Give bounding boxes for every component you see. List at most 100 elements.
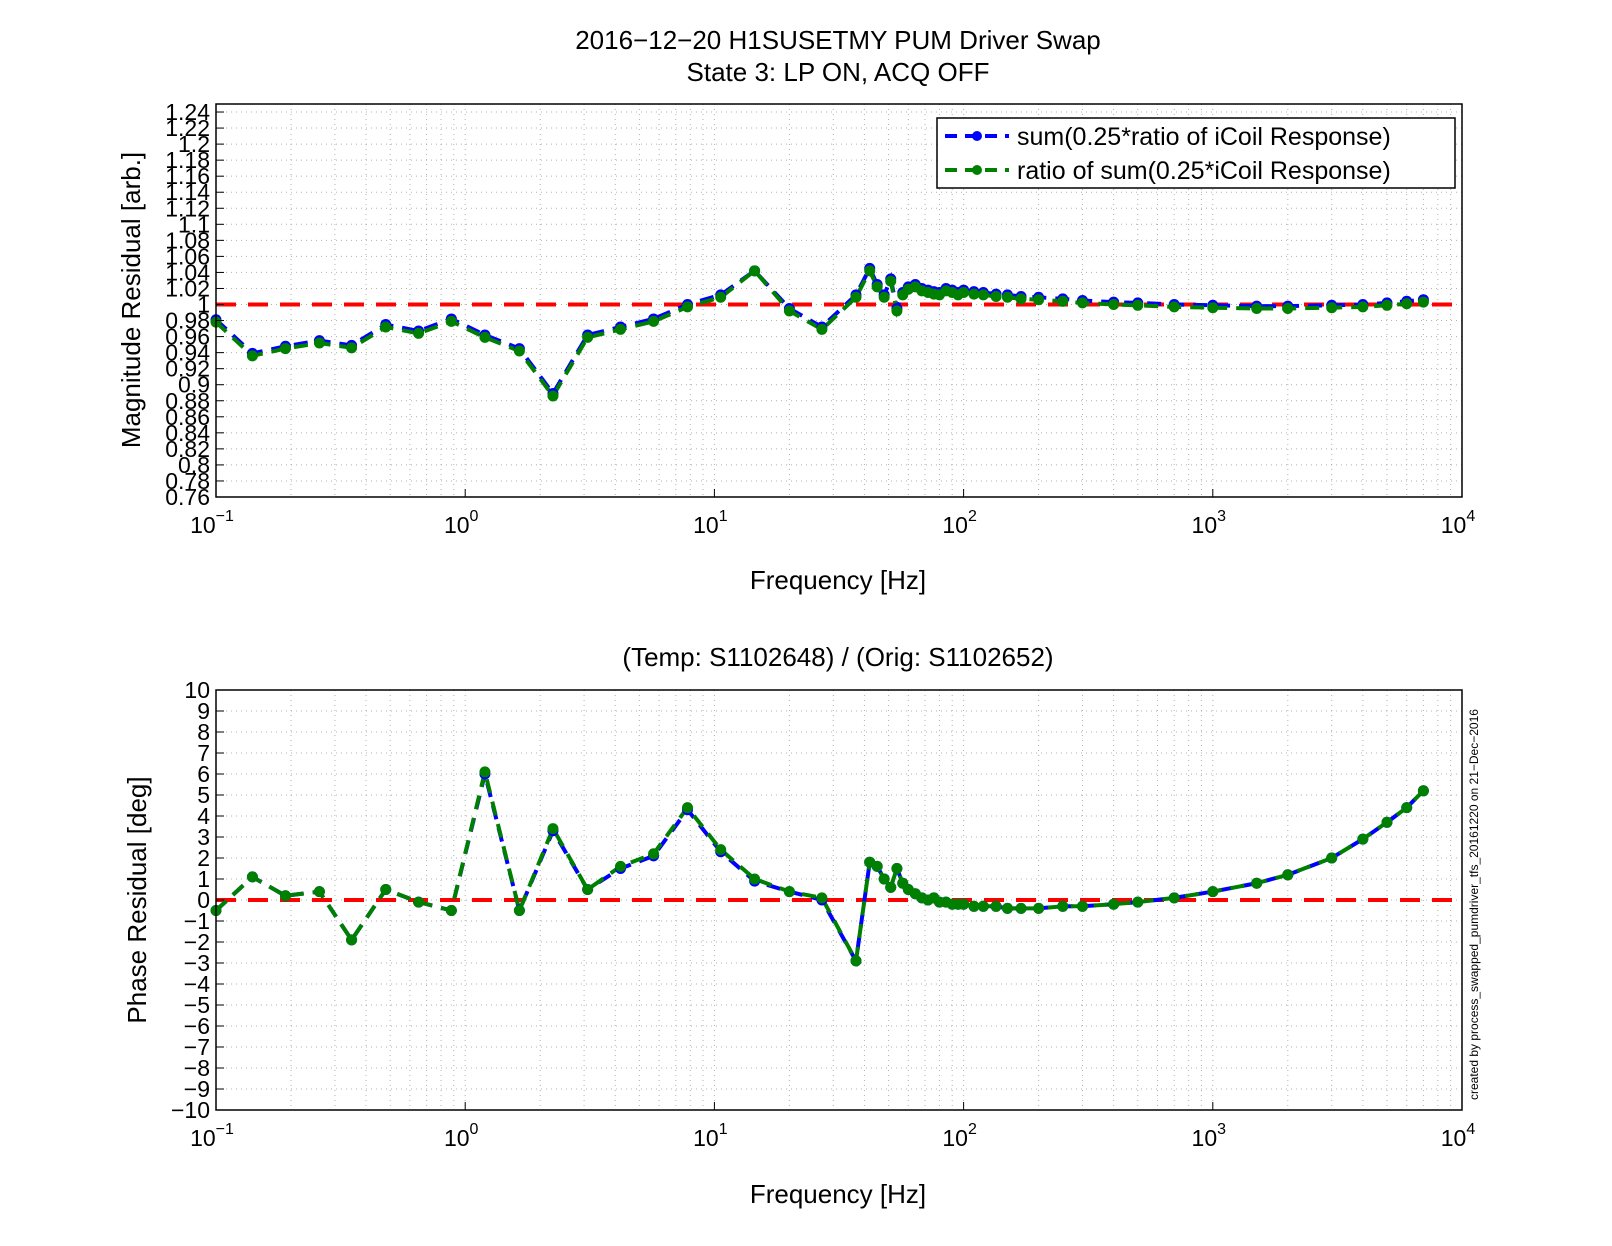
magnitude-ytick-label: 0.98 xyxy=(165,308,210,334)
phase-data-point xyxy=(891,863,903,874)
magnitude-ytick-label: 0.84 xyxy=(165,420,210,446)
phase-data-point xyxy=(1168,892,1180,904)
magnitude-ytick-label: 0.9 xyxy=(178,372,210,398)
magnitude-ytick-label: 0.78 xyxy=(165,468,210,494)
phase-ytick-label: 8 xyxy=(197,719,210,745)
magnitude-data-point xyxy=(850,291,862,303)
phase-data-point xyxy=(346,934,358,946)
magnitude-xtick-label: 10−1 xyxy=(190,508,234,538)
phase-ytick-label: 5 xyxy=(197,782,210,808)
phase-data-point xyxy=(615,860,627,872)
magnitude-data-point xyxy=(1015,293,1027,305)
phase-data-point xyxy=(1381,816,1393,828)
magnitude-data-point xyxy=(346,342,358,354)
phase-ylabel: Phase Residual [deg] xyxy=(122,776,152,1023)
phase-data-point xyxy=(648,848,660,860)
phase-data-point xyxy=(850,955,862,967)
magnitude-data-point xyxy=(1207,302,1219,314)
magnitude-data-point xyxy=(313,337,325,349)
magnitude-ytick-label: 1.1 xyxy=(178,211,210,237)
phase-plot-markers xyxy=(210,766,1429,967)
magnitude-ytick-label: 0.82 xyxy=(165,436,210,462)
magnitude-xtick-label: 103 xyxy=(1192,508,1227,538)
phase-data-point xyxy=(958,898,970,910)
phase-data-point xyxy=(682,802,694,814)
phase-data-point xyxy=(1401,802,1413,814)
magnitude-data-point xyxy=(582,331,594,343)
magnitude-data-point xyxy=(1282,303,1294,315)
phase-xticks: 10−1 100 101 102 103 104 xyxy=(190,1102,1475,1151)
magnitude-data-point xyxy=(615,323,627,335)
magnitude-data-point xyxy=(648,315,660,327)
phase-ytick-label: −10 xyxy=(171,1097,210,1123)
magnitude-data-point xyxy=(977,289,989,301)
magnitude-data-point xyxy=(816,323,828,335)
magnitude-data-point xyxy=(1057,295,1069,307)
magnitude-ytick-label: 1.16 xyxy=(165,163,210,189)
figure-title-line2: State 3: LP ON, ACQ OFF xyxy=(687,57,990,87)
legend-swatch-blue-marker xyxy=(972,131,982,141)
magnitude-ytick-label: 1.02 xyxy=(165,275,210,301)
phase-data-point xyxy=(313,886,325,898)
magnitude-data-point xyxy=(479,331,491,343)
magnitude-data-point xyxy=(1401,298,1413,310)
magnitude-ytick-label: 1.04 xyxy=(165,259,210,285)
magnitude-ytick-label: 0.86 xyxy=(165,404,210,430)
phase-ytick-label: −5 xyxy=(184,992,210,1018)
magnitude-data-point xyxy=(1108,299,1120,311)
phase-data-point xyxy=(1132,896,1144,908)
phase-data-point xyxy=(1015,902,1027,914)
magnitude-data-point xyxy=(547,390,559,402)
phase-ytick-label: −1 xyxy=(184,908,210,934)
phase-ytick-label: −2 xyxy=(184,929,210,955)
magnitude-data-point xyxy=(1326,302,1338,314)
magnitude-ytick-label: 0.88 xyxy=(165,388,210,414)
phase-ytick-label: 2 xyxy=(197,845,210,871)
phase-ytick-label: −3 xyxy=(184,950,210,976)
phase-axes-title: (Temp: S1102648) / (Orig: S1102652) xyxy=(622,642,1053,672)
magnitude-data-point xyxy=(380,321,392,333)
magnitude-ytick-label: 1.18 xyxy=(165,147,210,173)
phase-data-point xyxy=(1108,898,1120,910)
magnitude-plot-markers xyxy=(210,262,1429,402)
magnitude-xlabel: Frequency [Hz] xyxy=(750,565,926,595)
phase-data-point xyxy=(990,900,1002,912)
magnitude-ytick-label: 0.94 xyxy=(165,340,210,366)
phase-ytick-label: 3 xyxy=(197,824,210,850)
phase-data-point xyxy=(1251,877,1263,889)
magnitude-ytick-label: 0.8 xyxy=(178,452,210,478)
magnitude-data-point xyxy=(1168,301,1180,313)
phase-ytick-label: −4 xyxy=(184,971,210,997)
phase-data-point xyxy=(1076,900,1088,912)
magnitude-xtick-label: 104 xyxy=(1441,508,1476,538)
magnitude-ytick-label: 1.2 xyxy=(178,131,210,157)
figure-credit: created by process_swapped_pumdriver_tfs… xyxy=(1467,709,1481,1100)
phase-data-point xyxy=(1326,852,1338,864)
phase-xtick-label: 100 xyxy=(444,1121,479,1151)
phase-xtick-label: 102 xyxy=(942,1121,977,1151)
magnitude-ytick-label: 0.92 xyxy=(165,356,210,382)
phase-xtick-label: 10−1 xyxy=(190,1121,234,1151)
phase-ytick-label: 10 xyxy=(184,677,210,703)
magnitude-ytick-label: 1 xyxy=(197,292,210,318)
phase-data-point xyxy=(968,900,980,912)
magnitude-ytick-label: 1.12 xyxy=(165,195,210,221)
magnitude-data-point xyxy=(445,315,457,327)
phase-data-point xyxy=(749,873,761,885)
legend-swatch-green-marker xyxy=(972,165,982,175)
magnitude-data-point xyxy=(1132,299,1144,311)
phase-data-point xyxy=(513,905,525,916)
phase-ytick-label: 0 xyxy=(197,887,210,913)
magnitude-data-point xyxy=(968,288,980,300)
legend-label-series-1: sum(0.25*ratio of iCoil Response) xyxy=(1017,123,1391,151)
phase-ytick-label: −6 xyxy=(184,1013,210,1039)
magnitude-data-point xyxy=(749,265,761,277)
phase-data-point xyxy=(1357,833,1369,845)
magnitude-data-point xyxy=(885,275,897,287)
magnitude-data-point xyxy=(871,281,883,293)
phase-ytick-label: −7 xyxy=(184,1034,210,1060)
phase-data-point xyxy=(582,884,594,895)
magnitude-ytick-label: 0.96 xyxy=(165,324,210,350)
